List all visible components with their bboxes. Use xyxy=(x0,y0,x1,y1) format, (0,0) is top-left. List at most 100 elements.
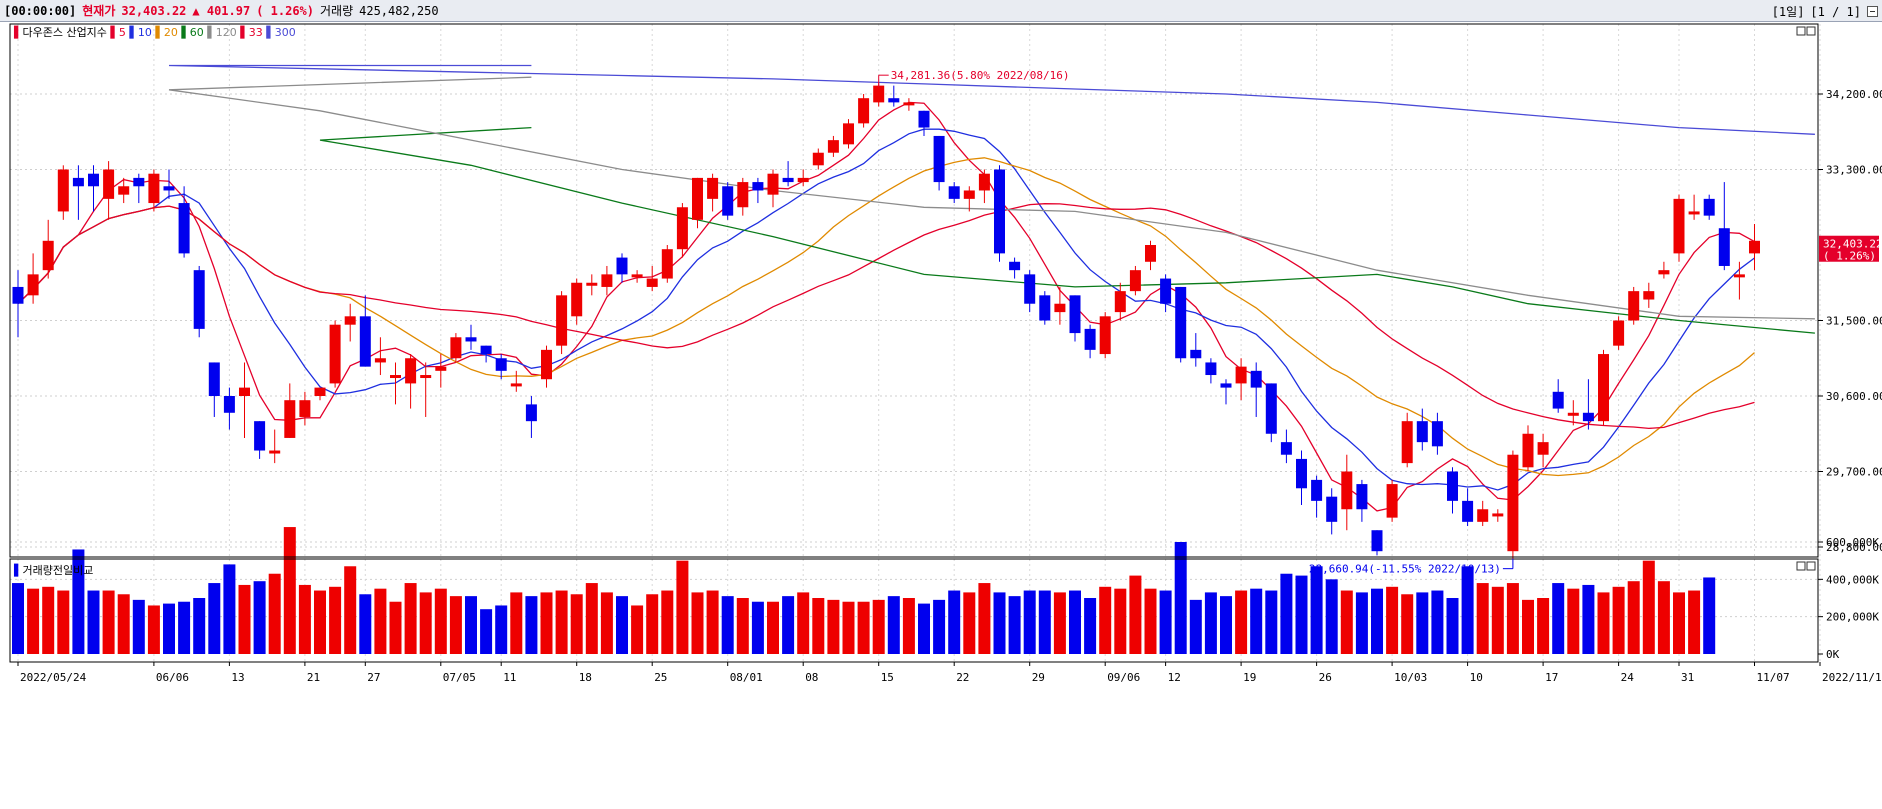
candle-body xyxy=(1567,412,1579,416)
volume-bar xyxy=(1597,592,1610,654)
volume-bar xyxy=(812,598,825,654)
x-tick-label: 22 xyxy=(956,671,969,684)
price-tick-label: 33,300.00 xyxy=(1826,164,1882,177)
time-readout: [00:00:00] xyxy=(4,3,77,18)
volume-bar xyxy=(555,590,568,654)
volume-bar xyxy=(540,592,553,654)
volume-bar xyxy=(887,596,900,654)
candle-body xyxy=(918,110,930,128)
candle-body xyxy=(374,358,386,363)
candle-body xyxy=(450,337,462,359)
candle-body xyxy=(1341,471,1353,510)
volume-bar xyxy=(631,605,644,654)
x-tick-label: 19 xyxy=(1243,671,1256,684)
volume-bar xyxy=(238,584,251,654)
volume-bar xyxy=(510,592,523,654)
candle-body xyxy=(1069,295,1081,334)
candle-body xyxy=(1235,366,1247,384)
volume-bar xyxy=(706,590,719,654)
volume-bar xyxy=(585,583,598,654)
candle-body xyxy=(1160,278,1172,304)
candle-body xyxy=(661,249,673,279)
volume-bar xyxy=(978,583,991,654)
candle-body xyxy=(1099,316,1111,355)
panel-minimize-icon xyxy=(1796,26,1806,36)
volume-bar xyxy=(1703,577,1716,654)
volume-bar xyxy=(268,573,281,654)
x-tick-label: 2022/11/11 xyxy=(1822,671,1882,684)
candle-body xyxy=(631,274,643,278)
candle-body xyxy=(782,177,794,183)
candle-body xyxy=(148,173,160,204)
minimize-icon[interactable] xyxy=(1867,6,1878,17)
volume-bar xyxy=(389,601,402,654)
volume-bar xyxy=(767,601,779,654)
volume-bar xyxy=(842,601,855,654)
volume-bar xyxy=(1114,588,1127,654)
candle-body xyxy=(1462,500,1474,522)
candle-body xyxy=(299,400,311,417)
volume-bar xyxy=(1416,592,1429,654)
volume-bar xyxy=(1642,560,1655,654)
volume-bar xyxy=(298,584,311,654)
volume-bar xyxy=(314,590,326,654)
volume-bar xyxy=(419,592,432,654)
volume-bar xyxy=(918,603,930,654)
volume-bar xyxy=(1189,599,1202,654)
chart[interactable]: 34,200.00 33,300.00 31,500.00 30,600.00 29,7… xyxy=(0,22,1882,809)
candle-body xyxy=(571,282,583,317)
candle-body xyxy=(254,421,266,451)
candle-body xyxy=(1175,286,1187,359)
candle-body xyxy=(1401,421,1413,464)
candle-body xyxy=(994,169,1005,254)
volume-bar xyxy=(208,583,221,654)
candle-body xyxy=(888,98,900,103)
volume-bar xyxy=(27,588,40,654)
candle-body xyxy=(405,358,417,384)
volume-bars xyxy=(12,527,1716,654)
candle-body xyxy=(329,324,341,384)
volume-bar xyxy=(1355,592,1368,654)
candle-body xyxy=(812,152,824,166)
volume-bar xyxy=(721,596,734,654)
candle-body xyxy=(1703,198,1715,216)
volume-bar xyxy=(751,601,764,654)
candle-body xyxy=(1552,391,1564,409)
x-tick-label: 06/06 xyxy=(156,671,189,684)
candle-body xyxy=(1190,349,1202,359)
volume-bar xyxy=(117,594,130,654)
current-price-value: 32,403.22 xyxy=(1823,238,1882,251)
volume-bar xyxy=(676,560,689,654)
volume-bar xyxy=(1401,594,1414,654)
candle-body xyxy=(646,278,658,287)
candle-body xyxy=(767,173,779,195)
volume-bar xyxy=(1688,590,1701,654)
volume-bar xyxy=(1038,590,1051,654)
candle-body xyxy=(541,349,552,380)
candle-body xyxy=(1220,383,1232,388)
candle-body xyxy=(269,450,281,454)
volume-bar xyxy=(132,599,145,654)
candle-body xyxy=(1507,454,1519,552)
volume-tick-label: 400,000K xyxy=(1826,573,1879,586)
candle-body xyxy=(1054,303,1066,313)
candle-body xyxy=(1084,328,1096,350)
volume-bar xyxy=(1310,566,1323,654)
candle-body xyxy=(752,182,764,191)
candle-body xyxy=(707,177,719,199)
volume-bar xyxy=(1340,590,1353,654)
x-tick-label: 13 xyxy=(231,671,244,684)
candle-body xyxy=(239,387,250,396)
candle-body xyxy=(858,98,870,124)
candle-body xyxy=(1386,484,1398,518)
volume-bar xyxy=(12,583,24,654)
x-tick-label: 27 xyxy=(367,671,380,684)
x-tick-label: 07/05 xyxy=(443,671,476,684)
candle-body xyxy=(223,396,235,413)
price-label: 현재가 xyxy=(82,4,116,18)
x-tick-label: 29 xyxy=(1032,671,1045,684)
volume-bar xyxy=(1235,590,1248,654)
period-selector[interactable]: [1일] xyxy=(1771,5,1805,19)
volume-bar xyxy=(1371,588,1383,654)
volume-bar xyxy=(374,588,387,654)
